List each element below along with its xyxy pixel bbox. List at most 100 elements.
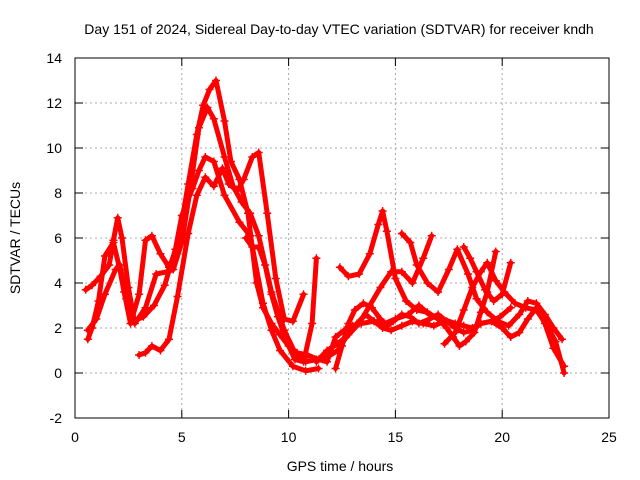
data-point xyxy=(468,283,477,292)
data-point xyxy=(141,236,150,245)
series-track-11 xyxy=(459,243,515,305)
data-point xyxy=(506,303,515,312)
data-point xyxy=(135,290,144,299)
data-point xyxy=(493,317,502,326)
data-point xyxy=(248,153,257,161)
data-point xyxy=(344,319,353,328)
data-point xyxy=(96,272,105,281)
y-tick-label: 10 xyxy=(46,140,62,156)
series-track-5 xyxy=(241,234,321,366)
data-point xyxy=(218,164,227,173)
data-point xyxy=(382,321,391,330)
data-point xyxy=(237,198,246,206)
data-point xyxy=(491,276,500,285)
data-point xyxy=(209,182,218,191)
x-tick-label: 20 xyxy=(494,429,510,445)
chart-title: Day 151 of 2024, Sidereal Day-to-day VTE… xyxy=(84,21,593,37)
data-point xyxy=(483,308,492,317)
data-point xyxy=(276,346,285,355)
data-point xyxy=(419,254,428,263)
data-point xyxy=(402,297,411,305)
data-point xyxy=(498,290,507,299)
x-axis: 0 5 10 15 20 25 xyxy=(71,58,617,445)
x-tick-label: 5 xyxy=(178,429,186,445)
y-tick-label: 12 xyxy=(46,95,62,111)
data-point xyxy=(299,357,308,366)
data-point xyxy=(254,148,263,157)
data-point xyxy=(472,267,481,276)
data-point xyxy=(489,297,498,305)
data-point xyxy=(434,315,443,323)
data-point xyxy=(397,267,406,276)
data-point xyxy=(515,310,524,319)
data-point xyxy=(427,231,436,240)
data-point xyxy=(406,238,415,247)
y-tick-label: 8 xyxy=(54,185,62,201)
data-point xyxy=(389,317,398,326)
data-point xyxy=(220,117,229,125)
data-point xyxy=(252,279,261,287)
data-point xyxy=(472,294,481,303)
data-point xyxy=(370,317,379,326)
x-axis-label: GPS time / hours xyxy=(287,458,394,474)
x-tick-label: 25 xyxy=(601,429,617,445)
data-point xyxy=(224,180,233,188)
data-point xyxy=(515,328,524,337)
data-point xyxy=(261,261,270,269)
data-point xyxy=(397,321,406,330)
data-point xyxy=(115,265,124,274)
data-point xyxy=(152,270,161,278)
data-point xyxy=(94,297,103,305)
data-point xyxy=(201,153,210,161)
data-point xyxy=(459,306,468,314)
data-point xyxy=(83,335,92,344)
series-line xyxy=(337,208,499,349)
data-point xyxy=(464,270,473,278)
data-point xyxy=(117,234,126,242)
data-point xyxy=(344,330,353,339)
data-point xyxy=(543,321,552,330)
data-point xyxy=(481,285,490,294)
data-point xyxy=(444,265,453,274)
data-point xyxy=(331,333,340,341)
data-series-layer xyxy=(81,76,569,377)
data-point xyxy=(220,191,229,200)
data-point xyxy=(558,335,567,344)
data-point xyxy=(254,243,263,251)
y-tick-label: 14 xyxy=(46,50,62,66)
data-point xyxy=(331,364,340,373)
y-tick-label: 4 xyxy=(54,275,62,291)
data-point xyxy=(312,357,321,366)
data-point xyxy=(169,265,178,274)
data-point xyxy=(455,342,464,350)
y-tick-label: 2 xyxy=(54,320,62,336)
data-point xyxy=(459,243,468,251)
data-point xyxy=(423,279,432,287)
series-track-4 xyxy=(135,148,308,359)
data-point xyxy=(271,274,280,283)
y-axis-label: SDTVAR / TECUs xyxy=(7,182,23,294)
data-point xyxy=(88,281,97,290)
data-point xyxy=(100,290,109,299)
data-point xyxy=(423,308,432,317)
data-point xyxy=(406,312,415,321)
data-point xyxy=(267,319,276,328)
series-line xyxy=(442,260,567,376)
data-point xyxy=(186,184,195,193)
data-point xyxy=(391,274,400,283)
data-point xyxy=(491,247,500,256)
data-point xyxy=(301,366,310,375)
data-point xyxy=(335,263,344,272)
data-point xyxy=(241,234,250,242)
data-point xyxy=(365,301,374,310)
data-point xyxy=(355,319,364,328)
y-tick-label: -2 xyxy=(50,410,63,426)
data-point xyxy=(88,324,97,332)
data-point xyxy=(246,209,255,218)
series-line xyxy=(399,231,565,342)
data-point xyxy=(506,258,515,267)
data-point xyxy=(233,186,242,195)
data-point xyxy=(308,319,317,328)
data-point xyxy=(323,353,332,362)
data-point xyxy=(387,267,396,276)
